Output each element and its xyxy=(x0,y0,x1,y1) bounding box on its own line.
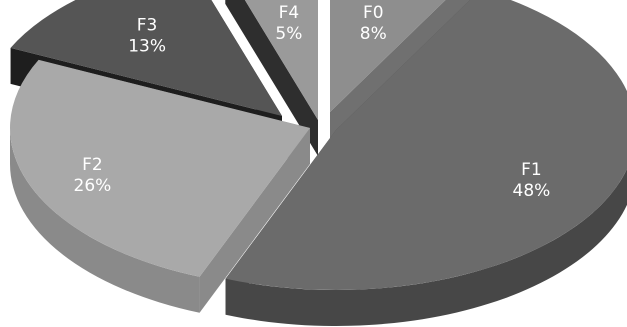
slice-f4-category-label: F4 xyxy=(279,3,300,23)
slice-f2-percent-label: 26% xyxy=(74,176,112,196)
slice-f3-category-label: F3 xyxy=(137,15,158,35)
slice-f1-percent-label: 48% xyxy=(513,181,551,201)
slice-f3-percent-label: 13% xyxy=(128,36,166,56)
slice-f2-category-label: F2 xyxy=(82,155,103,175)
slice-f0-percent-label: 8% xyxy=(360,24,387,44)
slice-f0-category-label: F0 xyxy=(363,3,384,23)
slice-f4-percent-label: 5% xyxy=(275,24,302,44)
slice-f1-category-label: F1 xyxy=(521,160,542,180)
